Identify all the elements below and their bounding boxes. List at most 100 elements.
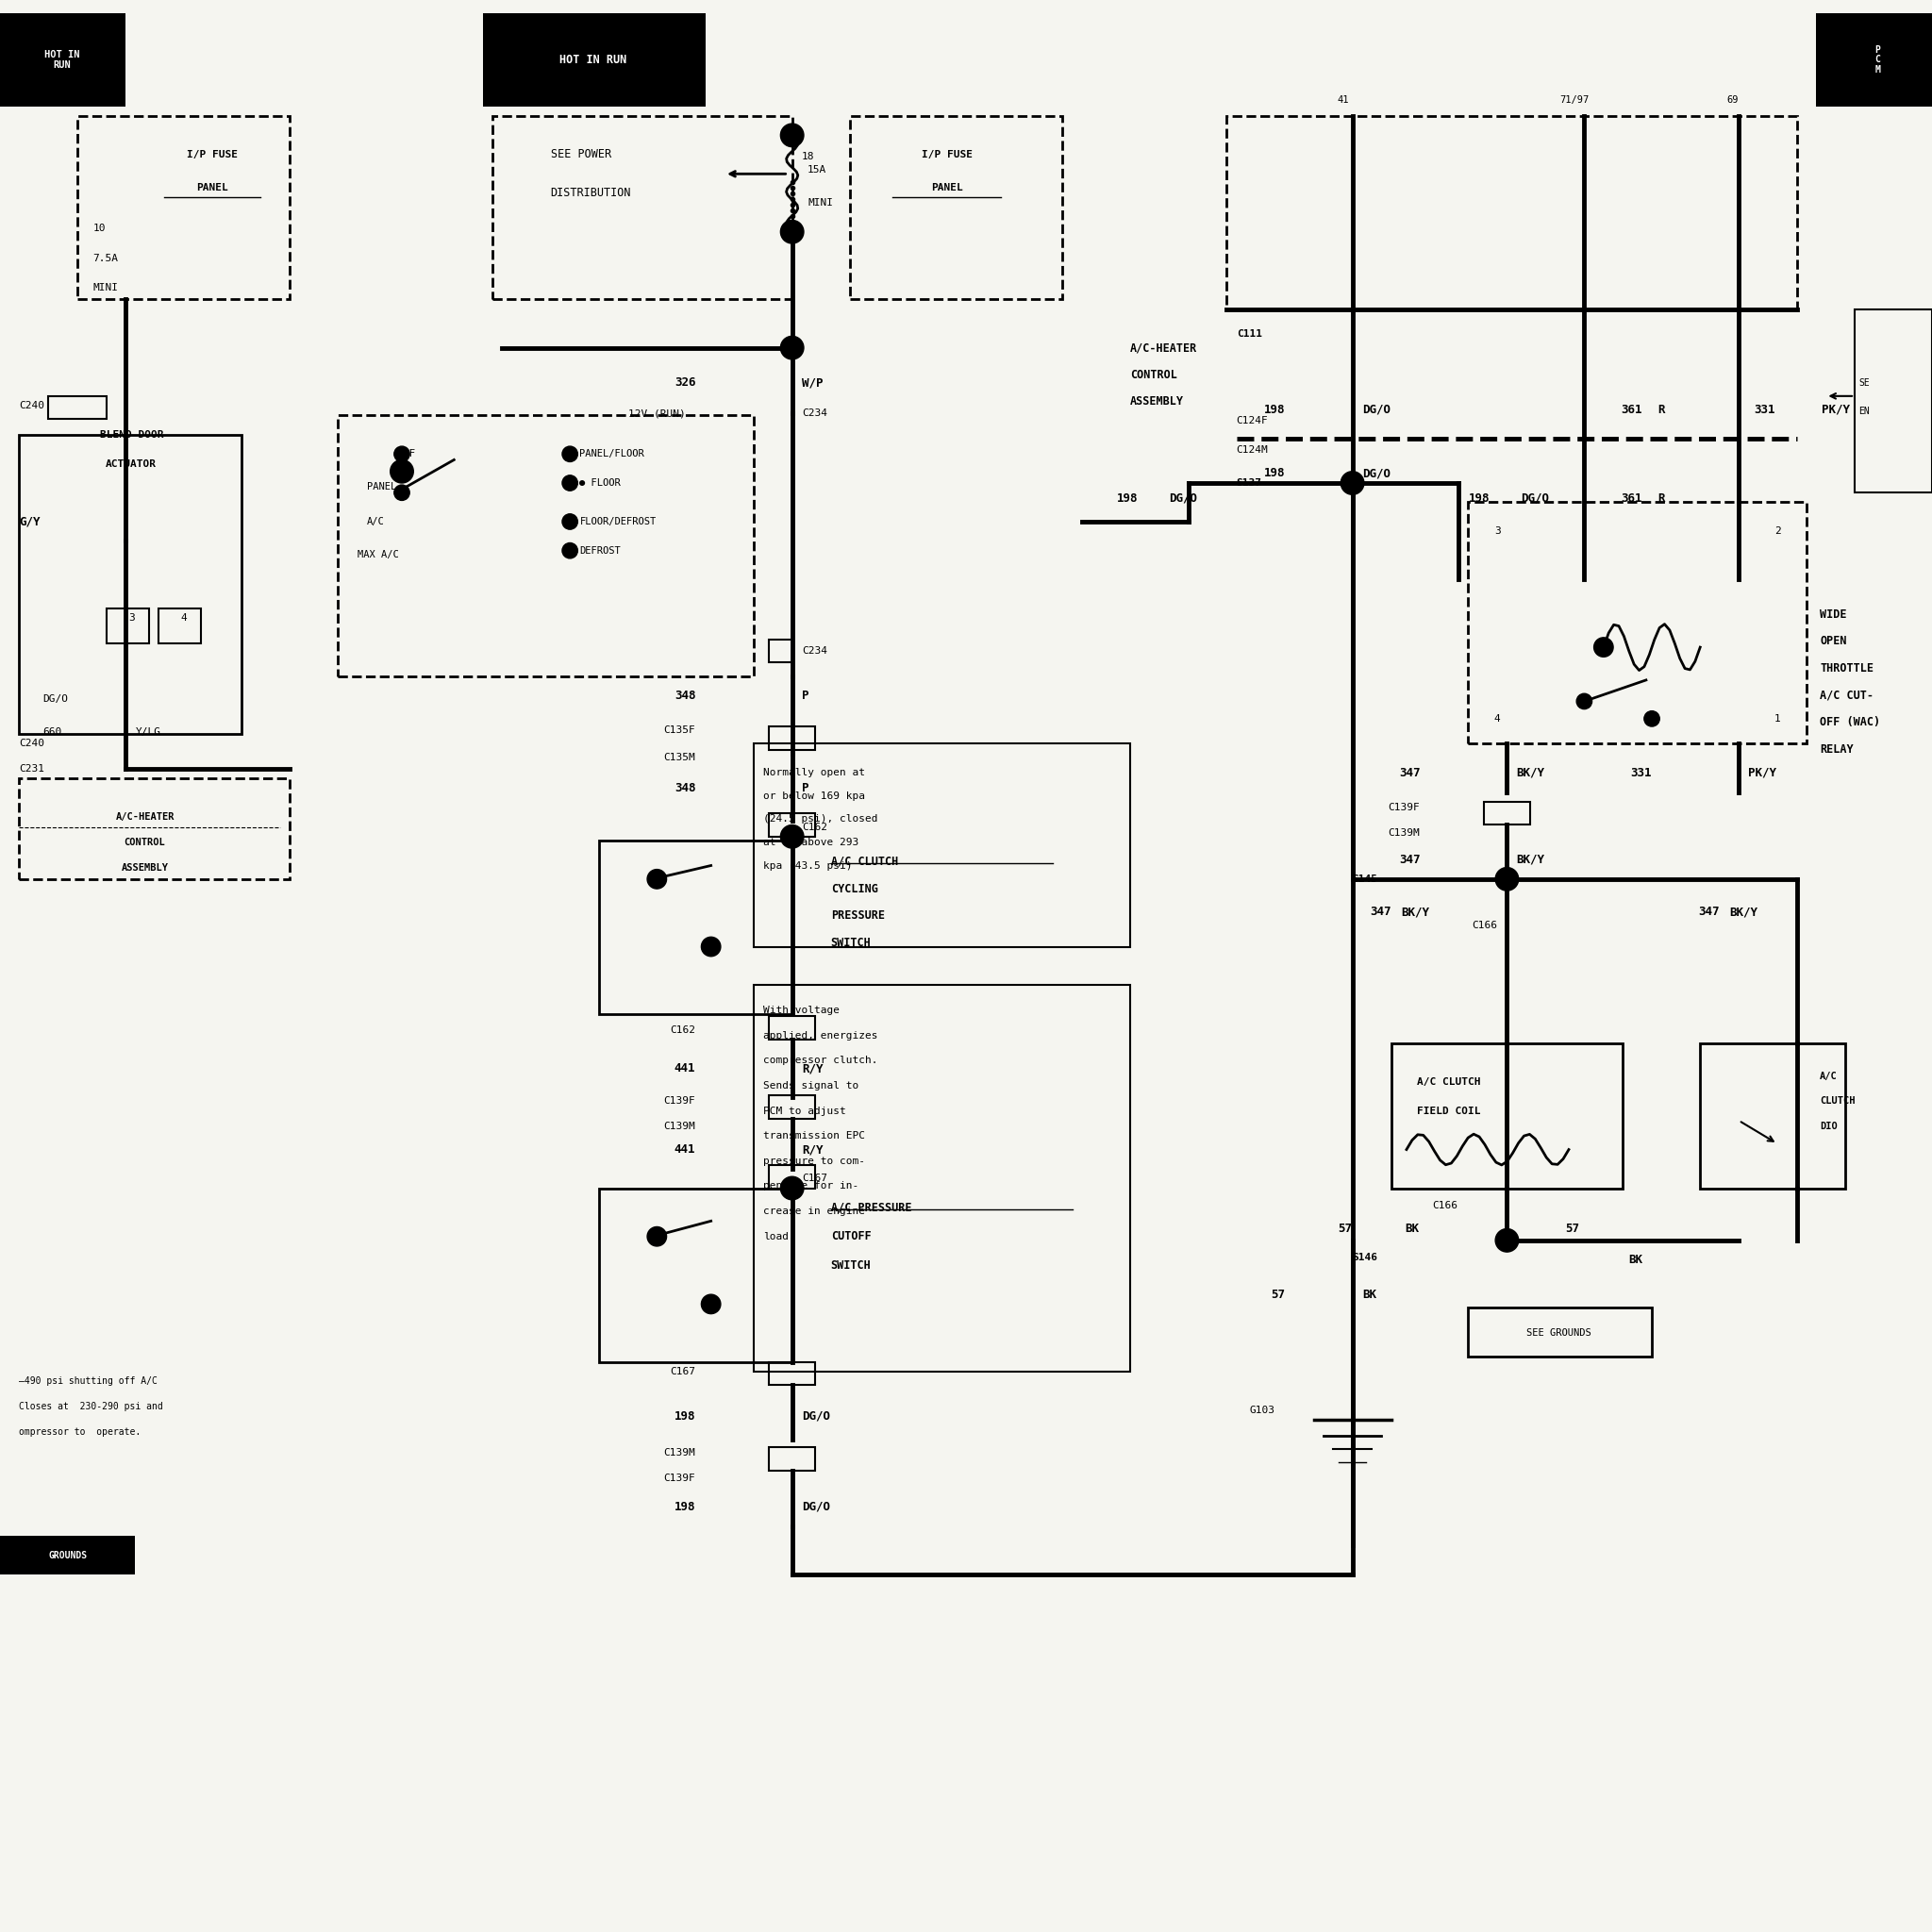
Text: BK/Y: BK/Y xyxy=(1729,906,1758,918)
Text: 348: 348 xyxy=(674,782,696,794)
Text: C139F: C139F xyxy=(665,1474,696,1482)
Bar xyxy=(1468,502,1806,744)
Text: 1: 1 xyxy=(1774,715,1781,723)
Text: C231: C231 xyxy=(19,765,44,773)
Bar xyxy=(0,14,126,106)
Text: I/P FUSE: I/P FUSE xyxy=(922,151,972,158)
Circle shape xyxy=(701,1294,721,1314)
Text: compressor clutch.: compressor clutch. xyxy=(763,1057,877,1065)
Text: 198: 198 xyxy=(1468,493,1490,504)
Bar xyxy=(48,396,106,419)
Bar xyxy=(19,779,290,879)
Text: Sends signal to: Sends signal to xyxy=(763,1082,858,1090)
Text: 2: 2 xyxy=(1774,527,1781,535)
Text: Y/LG: Y/LG xyxy=(135,728,160,736)
Bar xyxy=(769,1447,815,1470)
Text: Closes at  230-290 psi and: Closes at 230-290 psi and xyxy=(19,1403,164,1410)
Text: GROUNDS: GROUNDS xyxy=(48,1551,87,1559)
Text: PANEL: PANEL xyxy=(931,184,962,191)
Text: A/C PRESSURE: A/C PRESSURE xyxy=(831,1202,912,1213)
Bar xyxy=(77,116,290,299)
Bar xyxy=(1391,1043,1623,1188)
Text: transmission EPC: transmission EPC xyxy=(763,1132,866,1140)
Text: MINI: MINI xyxy=(808,199,833,207)
Text: C139F: C139F xyxy=(665,1097,696,1105)
Text: BK: BK xyxy=(1405,1223,1418,1235)
Bar xyxy=(1816,14,1932,106)
Circle shape xyxy=(781,825,804,848)
Bar xyxy=(769,1165,815,1188)
Text: CLUTCH: CLUTCH xyxy=(1820,1097,1855,1105)
Bar xyxy=(753,985,1130,1372)
Text: 347: 347 xyxy=(1698,906,1719,918)
Bar xyxy=(769,1095,815,1119)
Text: C124F: C124F xyxy=(1236,417,1267,425)
Text: 18: 18 xyxy=(802,153,815,160)
Bar xyxy=(106,609,149,643)
Text: C167: C167 xyxy=(802,1175,827,1182)
Text: A/C-HEATER: A/C-HEATER xyxy=(116,813,174,821)
Text: 10: 10 xyxy=(93,224,106,232)
Text: FLOOR/DEFROST: FLOOR/DEFROST xyxy=(580,518,657,526)
Text: C234: C234 xyxy=(802,647,827,655)
Text: 41: 41 xyxy=(1337,97,1349,104)
Text: PANEL: PANEL xyxy=(367,483,396,491)
Text: CONTROL: CONTROL xyxy=(1130,369,1177,381)
Text: A/C CLUTCH: A/C CLUTCH xyxy=(831,856,898,867)
Circle shape xyxy=(647,869,667,889)
Text: pensate for in-: pensate for in- xyxy=(763,1182,858,1190)
Bar xyxy=(769,639,792,663)
Text: kpa (43.5 psi): kpa (43.5 psi) xyxy=(763,862,852,869)
Text: DG/O: DG/O xyxy=(1362,404,1391,415)
Text: SE: SE xyxy=(1859,379,1870,386)
Bar xyxy=(769,1362,815,1385)
Bar xyxy=(1700,1043,1845,1188)
Text: C139F: C139F xyxy=(1389,804,1420,811)
Circle shape xyxy=(394,485,410,500)
Text: 3: 3 xyxy=(128,614,135,622)
Text: C162: C162 xyxy=(802,823,827,831)
Circle shape xyxy=(1577,694,1592,709)
Bar xyxy=(1227,116,1797,309)
Text: 347: 347 xyxy=(1399,854,1420,866)
Text: A/C-HEATER: A/C-HEATER xyxy=(1130,342,1198,354)
Bar xyxy=(1855,309,1932,493)
Text: C139M: C139M xyxy=(665,1122,696,1130)
Text: or below 169 kpa: or below 169 kpa xyxy=(763,792,866,800)
Text: R/Y: R/Y xyxy=(802,1063,823,1074)
Text: at or above 293: at or above 293 xyxy=(763,838,858,846)
Text: A/C: A/C xyxy=(1820,1072,1837,1080)
Text: DEFROST: DEFROST xyxy=(580,547,620,554)
Text: G103: G103 xyxy=(1250,1406,1275,1414)
Text: 15A: 15A xyxy=(808,166,827,174)
Text: PCM to adjust: PCM to adjust xyxy=(763,1107,846,1115)
Text: C139M: C139M xyxy=(665,1449,696,1457)
Circle shape xyxy=(781,220,804,243)
Bar xyxy=(599,1188,792,1362)
Text: DG/O: DG/O xyxy=(1520,493,1549,504)
Text: BLEND DOOR: BLEND DOOR xyxy=(100,431,162,439)
Text: 198: 198 xyxy=(1264,468,1285,479)
Text: 326: 326 xyxy=(674,377,696,388)
Text: C111: C111 xyxy=(1236,330,1262,338)
Circle shape xyxy=(781,1177,804,1200)
Text: 57: 57 xyxy=(1271,1289,1285,1300)
Text: 57: 57 xyxy=(1339,1223,1352,1235)
Text: CYCLING: CYCLING xyxy=(831,883,877,895)
Text: P: P xyxy=(802,782,810,794)
Text: C124M: C124M xyxy=(1236,446,1267,454)
Text: RELAY: RELAY xyxy=(1820,744,1853,755)
Text: 69: 69 xyxy=(1727,97,1739,104)
Text: DG/O: DG/O xyxy=(802,1501,831,1513)
Text: SWITCH: SWITCH xyxy=(831,937,871,949)
Text: PRESSURE: PRESSURE xyxy=(831,910,885,922)
Bar xyxy=(753,744,1130,947)
Text: 12V (RUN): 12V (RUN) xyxy=(628,410,686,417)
Text: C162: C162 xyxy=(670,1026,696,1034)
Circle shape xyxy=(701,937,721,956)
Circle shape xyxy=(1495,867,1519,891)
Text: (24.5 psi), closed: (24.5 psi), closed xyxy=(763,815,877,823)
Text: R/Y: R/Y xyxy=(802,1144,823,1155)
Text: 441: 441 xyxy=(674,1063,696,1074)
Text: SEE POWER: SEE POWER xyxy=(551,149,611,160)
